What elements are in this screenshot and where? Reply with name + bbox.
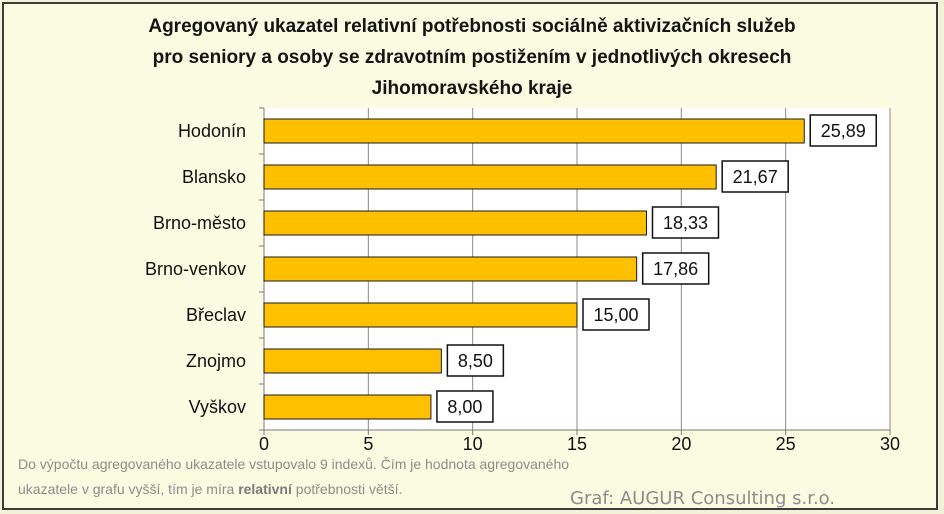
chart-title-line-1: Agregovaný ukazatel relativní potřebnost… <box>148 16 796 37</box>
chart-title-line-2: pro seniory a osoby se zdravotním postiž… <box>152 47 792 68</box>
x-tick-label: 0 <box>259 434 269 454</box>
note-line-2: ukazatele v grafu vyšší, tím je míra rel… <box>18 481 402 497</box>
data-label: 17,86 <box>653 259 698 279</box>
data-label-box <box>809 114 877 147</box>
category-label: Blansko <box>182 167 246 187</box>
category-label: Brno-město <box>153 213 246 233</box>
note-line-2-start: ukazatele v grafu vyšší, tím je míra <box>18 481 239 497</box>
category-label: Znojmo <box>186 351 246 371</box>
x-tick-label: 25 <box>776 434 796 454</box>
data-label-box <box>721 160 789 193</box>
x-tick-label: 10 <box>463 434 483 454</box>
category-label: Hodonín <box>178 121 246 141</box>
data-label: 15,00 <box>593 305 638 325</box>
x-tick-label: 15 <box>567 434 587 454</box>
category-label: Brno-venkov <box>145 259 246 279</box>
x-tick-label: 30 <box>880 434 900 454</box>
bar <box>263 348 442 374</box>
category-label: Vyškov <box>189 397 246 417</box>
chart-title-line-3: Jihomoravského kraje <box>371 78 573 99</box>
bar <box>263 164 717 190</box>
bar <box>263 256 638 282</box>
data-label-box <box>641 252 710 285</box>
x-tick-label: 5 <box>363 434 373 454</box>
data-label: 8,50 <box>458 351 493 371</box>
category-label: Břeclav <box>186 305 246 325</box>
bar <box>263 302 578 328</box>
data-label: 18,33 <box>663 213 708 233</box>
chart-credit: Graf: AUGUR Consulting s.r.o. <box>570 488 836 509</box>
note-line-2-end: potřebnosti větší. <box>291 481 403 497</box>
data-label: 21,67 <box>733 167 778 187</box>
bar <box>263 118 805 144</box>
data-label-box <box>651 206 720 239</box>
bar <box>263 210 647 236</box>
data-label-box <box>446 344 505 377</box>
data-label-box <box>436 390 494 423</box>
bar <box>263 394 432 420</box>
note-line-1: Do výpočtu agregovaného ukazatele vstupo… <box>18 456 570 472</box>
x-tick-label: 20 <box>671 434 691 454</box>
note-emphasis: relativní <box>238 481 292 497</box>
data-label: 8,00 <box>447 397 482 417</box>
data-label: 25,89 <box>821 121 866 141</box>
data-label-box <box>582 298 650 331</box>
